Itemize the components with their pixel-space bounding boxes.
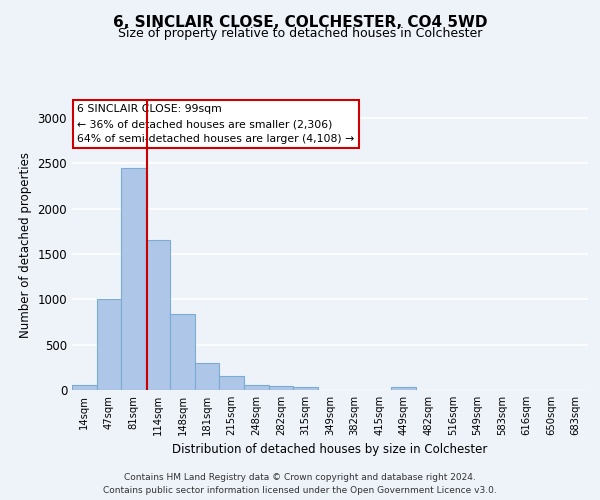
Y-axis label: Number of detached properties: Number of detached properties <box>19 152 32 338</box>
Bar <box>97 300 121 390</box>
Bar <box>244 384 269 390</box>
Bar <box>195 363 220 390</box>
Text: Distribution of detached houses by size in Colchester: Distribution of detached houses by size … <box>172 442 488 456</box>
Bar <box>121 168 146 390</box>
Text: Size of property relative to detached houses in Colchester: Size of property relative to detached ho… <box>118 28 482 40</box>
Text: 6 SINCLAIR CLOSE: 99sqm
← 36% of detached houses are smaller (2,306)
64% of semi: 6 SINCLAIR CLOSE: 99sqm ← 36% of detache… <box>77 104 355 144</box>
Text: Contains HM Land Registry data © Crown copyright and database right 2024.
Contai: Contains HM Land Registry data © Crown c… <box>103 474 497 495</box>
Bar <box>293 388 318 390</box>
Bar <box>220 376 244 390</box>
Text: 6, SINCLAIR CLOSE, COLCHESTER, CO4 5WD: 6, SINCLAIR CLOSE, COLCHESTER, CO4 5WD <box>113 15 487 30</box>
Bar <box>269 386 293 390</box>
Bar <box>391 387 416 390</box>
Bar <box>72 384 97 390</box>
Bar <box>146 240 170 390</box>
Bar <box>170 314 195 390</box>
